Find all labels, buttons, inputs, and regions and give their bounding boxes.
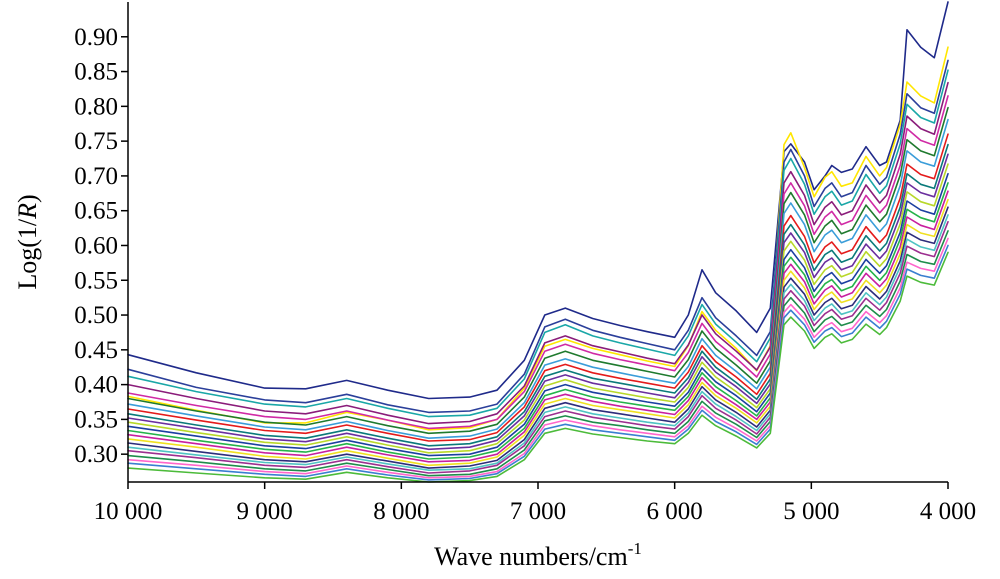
- y-tick-label: 0.60: [74, 232, 118, 259]
- spectrum-line-19: [127, 221, 949, 474]
- y-tick-label: 0.35: [74, 406, 118, 433]
- y-tick-label: 0.75: [74, 128, 118, 155]
- spectrum-line-2: [127, 46, 949, 431]
- spectrum-line-21: [127, 237, 949, 479]
- y-tick-label: 0.65: [74, 198, 118, 225]
- spectrum-line-15: [127, 190, 949, 463]
- x-tick-label: 7 000: [510, 498, 566, 525]
- spectra-series-group: [127, 1, 949, 483]
- spectrum-line-10: [127, 143, 949, 447]
- spectrum-line-7: [127, 106, 949, 435]
- spectrum-line-16: [127, 198, 949, 467]
- x-axis-title-text: Wave numbers/cm: [434, 542, 628, 571]
- spectrum-line-8: [127, 118, 949, 440]
- y-axis-title-prefix: Log(1/: [13, 218, 42, 290]
- x-axis-title-superscript: -1: [628, 539, 642, 558]
- spectrum-line-4: [127, 69, 949, 418]
- y-tick-label: 0.30: [74, 441, 118, 468]
- spectrum-line-17: [127, 206, 949, 469]
- y-tick-label: 0.80: [74, 93, 118, 120]
- spectrum-line-20: [127, 230, 949, 477]
- y-axis-title-suffix: ): [13, 194, 42, 203]
- y-tick-label: 0.40: [74, 372, 118, 399]
- spectrum-line-22: [127, 244, 949, 481]
- y-tick-label: 0.45: [74, 337, 118, 364]
- spectrum-line-12: [127, 163, 949, 454]
- spectrum-line-5: [127, 81, 949, 425]
- x-axis-ticks: 10 000 9 000 8 000 7 000 6 000 5 000 4 000: [94, 482, 976, 525]
- x-tick-label: 8 000: [373, 498, 429, 525]
- y-axis-title-italic: R: [13, 203, 42, 220]
- x-tick-label: 4 000: [920, 498, 976, 525]
- spectrum-line-18: [127, 214, 949, 472]
- y-axis-ticks: 0.30 0.35 0.40 0.45 0.50 0.55 0.60 0.65 0.70 0.75…: [74, 24, 128, 468]
- x-tick-label: 10 000: [94, 498, 163, 525]
- x-tick-label: 9 000: [237, 498, 293, 525]
- spectrum-line-3: [127, 59, 949, 414]
- spectrum-line-6: [127, 95, 949, 430]
- y-tick-label: 0.85: [74, 59, 118, 86]
- x-tick-label: 6 000: [647, 498, 703, 525]
- y-tick-label: 0.50: [74, 302, 118, 329]
- spectrum-line-9: [127, 133, 949, 442]
- y-tick-label: 0.90: [74, 24, 118, 51]
- y-tick-label: 0.70: [74, 163, 118, 190]
- x-axis-title: Wave numbers/cm-1: [434, 539, 642, 571]
- spectrum-line-11: [127, 153, 949, 451]
- y-axis-title: Log(1/R): [13, 194, 42, 289]
- spectrum-line-13: [127, 173, 949, 457]
- x-tick-label: 5 000: [783, 498, 839, 525]
- y-tick-label: 0.55: [74, 267, 118, 294]
- spectrum-line-14: [127, 182, 949, 460]
- spectrum-line-1: [127, 1, 949, 400]
